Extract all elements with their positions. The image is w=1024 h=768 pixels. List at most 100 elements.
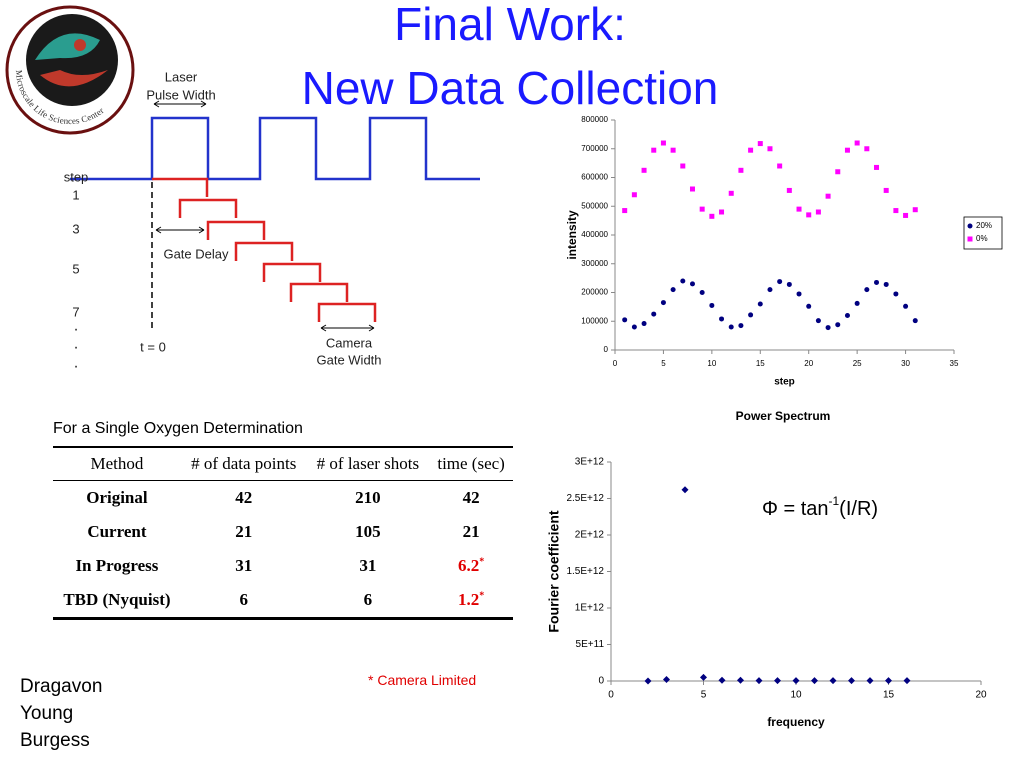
point <box>641 167 647 173</box>
arrow <box>320 324 375 332</box>
point <box>903 677 911 685</box>
y-axis-label: intensity <box>565 210 579 260</box>
diagram-label: step <box>64 169 89 184</box>
table-cell: 42 <box>235 488 253 507</box>
point <box>844 313 850 318</box>
point <box>815 318 821 324</box>
y-tick-label: 5E+11 <box>576 639 605 650</box>
x-tick-label: 25 <box>853 359 862 368</box>
point <box>719 316 725 322</box>
x-tick-label: 0 <box>613 359 618 368</box>
diagram-label: t = 0 <box>140 339 166 354</box>
point <box>777 163 783 169</box>
x-axis-label: frequency <box>767 715 825 729</box>
point <box>815 209 821 215</box>
x-tick-label: 5 <box>661 359 666 368</box>
y-tick-label: 800000 <box>581 115 608 124</box>
point <box>660 300 666 306</box>
point <box>663 676 670 684</box>
point <box>829 677 837 685</box>
step-dot: · <box>73 321 78 338</box>
point <box>700 673 707 681</box>
point <box>631 324 637 330</box>
table-cell: TBD (Nyquist) <box>63 590 171 609</box>
point <box>680 278 686 284</box>
point <box>755 677 763 685</box>
table-row: Original 42 210 42 <box>53 481 513 516</box>
author: Burgess <box>20 730 90 751</box>
step-number: 7 <box>72 304 79 319</box>
diagram-label: Laser <box>165 69 198 84</box>
legend-label: 0% <box>976 234 988 243</box>
point <box>835 169 841 175</box>
point <box>738 167 744 173</box>
y-tick-label: 2E+12 <box>575 530 605 541</box>
cell-note: * <box>479 556 485 568</box>
legend-box <box>963 216 1003 250</box>
formula: Φ = tan-1(I/R) <box>762 494 878 520</box>
point <box>757 301 763 307</box>
point <box>825 325 831 331</box>
table-body: Original 42 210 42 Current 21 105 21 In Progress… <box>53 481 513 619</box>
point <box>767 146 773 152</box>
point <box>786 281 792 287</box>
point <box>728 324 734 330</box>
point <box>651 147 657 153</box>
table-cell: Original <box>86 488 148 507</box>
point <box>681 486 689 494</box>
y-tick-label: 700000 <box>581 144 608 153</box>
point <box>622 208 628 214</box>
formula-sup: -1 <box>829 494 840 508</box>
table: Method # of data points # of laser shots ti… <box>53 446 513 620</box>
point <box>718 676 726 684</box>
point <box>854 140 860 146</box>
chart-title: Power Spectrum <box>736 409 831 423</box>
x-tick-label: 0 <box>608 690 614 701</box>
logo-eye <box>74 39 86 51</box>
x-tick-label: 10 <box>790 690 802 701</box>
step-number: 1 <box>72 187 79 202</box>
table-caption: For a Single Oxygen Determination <box>53 420 303 437</box>
point <box>874 279 880 285</box>
laser-pulse-line <box>70 116 480 181</box>
x-tick-label: 20 <box>804 359 813 368</box>
point <box>757 141 763 147</box>
y-tick-label: 400000 <box>581 230 608 239</box>
logo-disc <box>26 14 118 106</box>
point <box>811 677 818 685</box>
point <box>903 212 909 218</box>
point <box>854 300 860 306</box>
y-tick-label: 1.5E+12 <box>566 566 604 577</box>
y-tick-label: 600000 <box>581 173 608 182</box>
point <box>660 140 666 146</box>
point <box>883 281 889 287</box>
y-tick-label: 100000 <box>581 316 608 325</box>
table-header: # of laser shots <box>306 447 430 481</box>
y-tick-label: 2.5E+12 <box>566 493 604 504</box>
point <box>912 318 918 324</box>
x-axis-label: step <box>774 377 795 388</box>
point <box>806 212 812 218</box>
legend-marker <box>967 223 973 229</box>
table-cell: 105 <box>355 522 381 541</box>
point <box>864 146 870 152</box>
table-header-row: Method # of data points # of laser shots ti… <box>53 447 513 481</box>
table-row: TBD (Nyquist) 6 6 1.2* <box>53 583 513 619</box>
formula-part: Φ = tan <box>762 498 829 520</box>
point <box>874 164 880 170</box>
point <box>699 290 705 295</box>
point <box>777 279 783 285</box>
point <box>912 207 918 213</box>
point <box>631 192 637 198</box>
slide-title: Final Work: <box>394 0 626 50</box>
y-tick-label: 0 <box>604 345 609 354</box>
point <box>699 206 705 212</box>
author: Young <box>20 703 74 724</box>
cell-text: 6.2 <box>457 556 480 575</box>
point <box>844 147 850 153</box>
point <box>893 291 899 297</box>
point <box>792 677 800 685</box>
point <box>728 190 734 196</box>
